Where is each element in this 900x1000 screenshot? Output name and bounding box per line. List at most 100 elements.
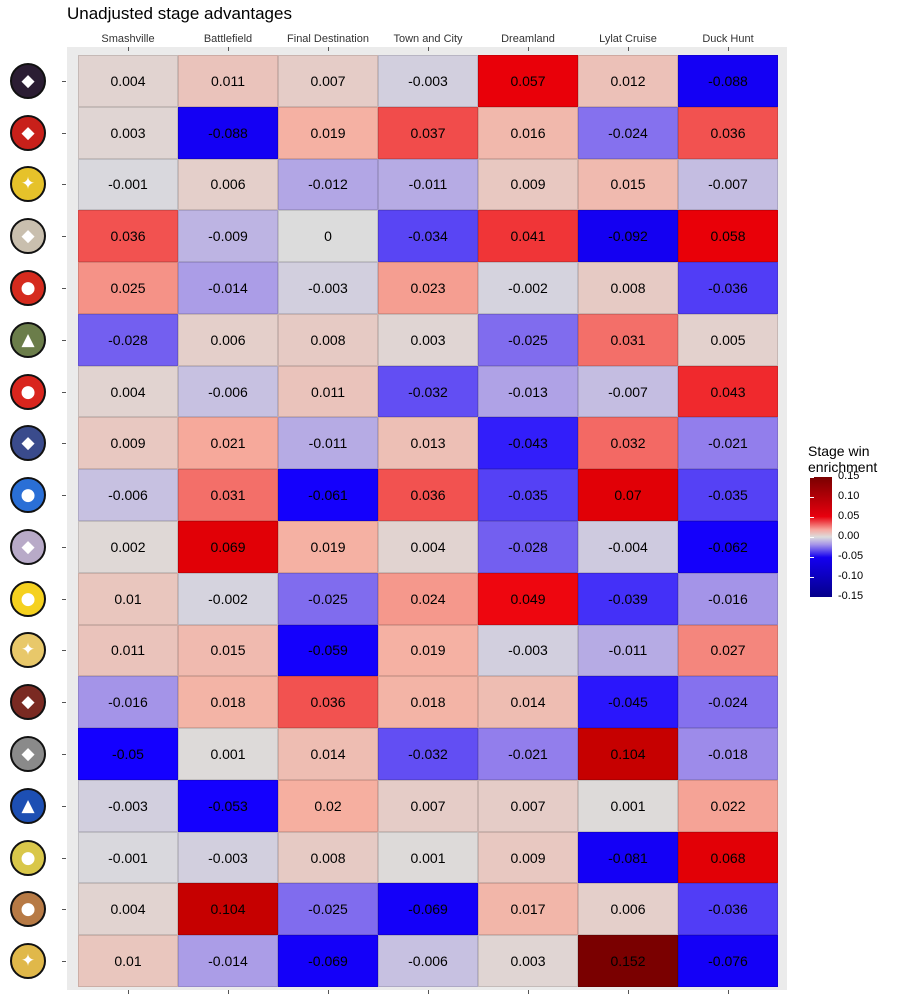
fighter-icon-9: ● (10, 477, 46, 514)
heatmap-cell: 0.037 (378, 106, 478, 159)
fighter-icon-14: ◆ (10, 736, 46, 772)
heatmap-cell: 0.014 (278, 728, 378, 780)
heatmap-cell: -0.016 (678, 572, 778, 625)
heatmap-cell: 0.104 (178, 883, 278, 936)
heatmap-cell: 0.021 (178, 417, 278, 470)
y-axis-tick (62, 650, 66, 652)
heatmap-cell: 0.004 (78, 365, 178, 418)
heatmap-cell: 0 (278, 210, 378, 263)
heatmap-cell: 0.011 (178, 55, 278, 107)
heatmap-cell: -0.004 (578, 521, 678, 573)
fighter-icon-5: ● (10, 270, 46, 306)
legend-tick-mark (810, 597, 814, 598)
y-axis-tick (62, 443, 66, 445)
heatmap-cell: 0.007 (278, 55, 378, 107)
x-axis-tick (428, 990, 429, 994)
y-axis-tick (62, 546, 66, 548)
heatmap-cell: 0.058 (678, 210, 778, 263)
y-axis-tick (62, 236, 66, 238)
legend-tick-mark (810, 577, 814, 578)
legend-title-line1: Stage win (808, 443, 870, 459)
heatmap-cell: 0.049 (478, 572, 578, 625)
heatmap-cell: -0.011 (278, 417, 378, 470)
heatmap-cell: -0.028 (478, 521, 578, 573)
heatmap-cell: -0.05 (78, 728, 178, 780)
x-axis-tick (628, 990, 629, 994)
heatmap-cell: -0.062 (678, 521, 778, 573)
stage-column-labels: Smashville Battlefield Final Destination To… (78, 33, 778, 47)
heatmap-cell: 0.003 (378, 313, 478, 366)
x-axis-tick (528, 47, 529, 51)
heatmap-cell: -0.007 (578, 365, 678, 418)
stage-label-town-and-city: Town and City (393, 33, 463, 45)
fighter-icon-8: ◆ (10, 425, 46, 462)
legend-tick-label: -0.15 (838, 590, 864, 602)
y-axis-tick (62, 857, 66, 859)
legend-tick-label: 0.10 (838, 490, 860, 502)
heatmap-cell: 0.01 (78, 935, 178, 987)
stage-label-smashville: Smashville (101, 33, 155, 45)
heatmap-cell: 0.024 (378, 572, 478, 625)
heatmap-cell: -0.011 (578, 624, 678, 677)
heatmap-cell: 0.019 (378, 624, 478, 677)
heatmap-cell: -0.043 (478, 417, 578, 470)
y-axis-tick (62, 339, 66, 341)
x-axis-tick (228, 990, 229, 994)
heatmap-cell: -0.025 (478, 313, 578, 366)
heatmap-cell: -0.003 (478, 624, 578, 677)
x-axis-tick (328, 47, 329, 51)
heatmap-cell: 0.152 (578, 935, 678, 987)
heatmap-cell: -0.035 (678, 469, 778, 521)
legend-tick-label: 0.05 (838, 510, 860, 522)
stage-label-lylat-cruise: Lylat Cruise (599, 33, 657, 45)
x-axis-tick (328, 990, 329, 994)
heatmap-cell: 0.018 (378, 676, 478, 729)
legend-title: Stage win enrichment (808, 443, 877, 475)
heatmap-cell: -0.002 (178, 572, 278, 625)
y-axis-tick (62, 754, 66, 755)
heatmap-cell: -0.006 (78, 469, 178, 521)
legend-tick-label: 0.00 (838, 530, 860, 542)
heatmap-cell: 0.02 (278, 779, 378, 832)
heatmap-cell: -0.088 (678, 55, 778, 107)
fighter-icon-2: ◆ (10, 114, 46, 151)
legend-colorbar (810, 477, 832, 597)
heatmap-cell: 0.011 (278, 365, 378, 418)
x-axis-tick (628, 47, 629, 51)
fighter-icon-17: ● (10, 891, 46, 928)
heatmap-cell: 0.043 (678, 365, 778, 418)
heatmap-cell: 0.001 (578, 779, 678, 832)
heatmap-cell: -0.007 (678, 158, 778, 211)
heatmap-cell: 0.006 (578, 883, 678, 936)
heatmap-cell: -0.021 (678, 417, 778, 470)
heatmap-cell: 0.005 (678, 313, 778, 366)
fighter-icon-11: ● (10, 580, 46, 617)
x-axis-tick (128, 47, 129, 51)
heatmap-cell: -0.024 (578, 106, 678, 159)
heatmap-cell: -0.001 (78, 831, 178, 884)
heatmap-cell: 0.008 (578, 262, 678, 314)
y-axis-tick (62, 391, 66, 393)
heatmap-cell: 0.036 (378, 469, 478, 521)
heatmap-cell: 0.014 (478, 676, 578, 729)
heatmap-cell: -0.061 (278, 469, 378, 521)
heatmap-cell: -0.016 (78, 676, 178, 729)
heatmap-cell: -0.069 (378, 883, 478, 936)
heatmap-cell: -0.009 (178, 210, 278, 263)
heatmap-cell: 0.023 (378, 262, 478, 314)
heatmap-cell: -0.034 (378, 210, 478, 263)
heatmap-cell: 0.004 (78, 883, 178, 936)
stage-label-dreamland: Dreamland (501, 33, 555, 45)
y-axis-tick (62, 80, 66, 82)
legend-tick-mark (810, 537, 814, 538)
heatmap-cell: -0.013 (478, 365, 578, 418)
heatmap-cell: 0.07 (578, 469, 678, 521)
heatmap-cell: 0.057 (478, 55, 578, 107)
x-axis-tick (728, 990, 729, 994)
x-axis-tick (228, 47, 229, 51)
heatmap-cell: -0.006 (378, 935, 478, 987)
heatmap-cell: 0.01 (78, 572, 178, 625)
heatmap-cell: 0.012 (578, 55, 678, 107)
heatmap-cell: -0.003 (178, 831, 278, 884)
legend-tick-label: -0.05 (838, 550, 864, 562)
